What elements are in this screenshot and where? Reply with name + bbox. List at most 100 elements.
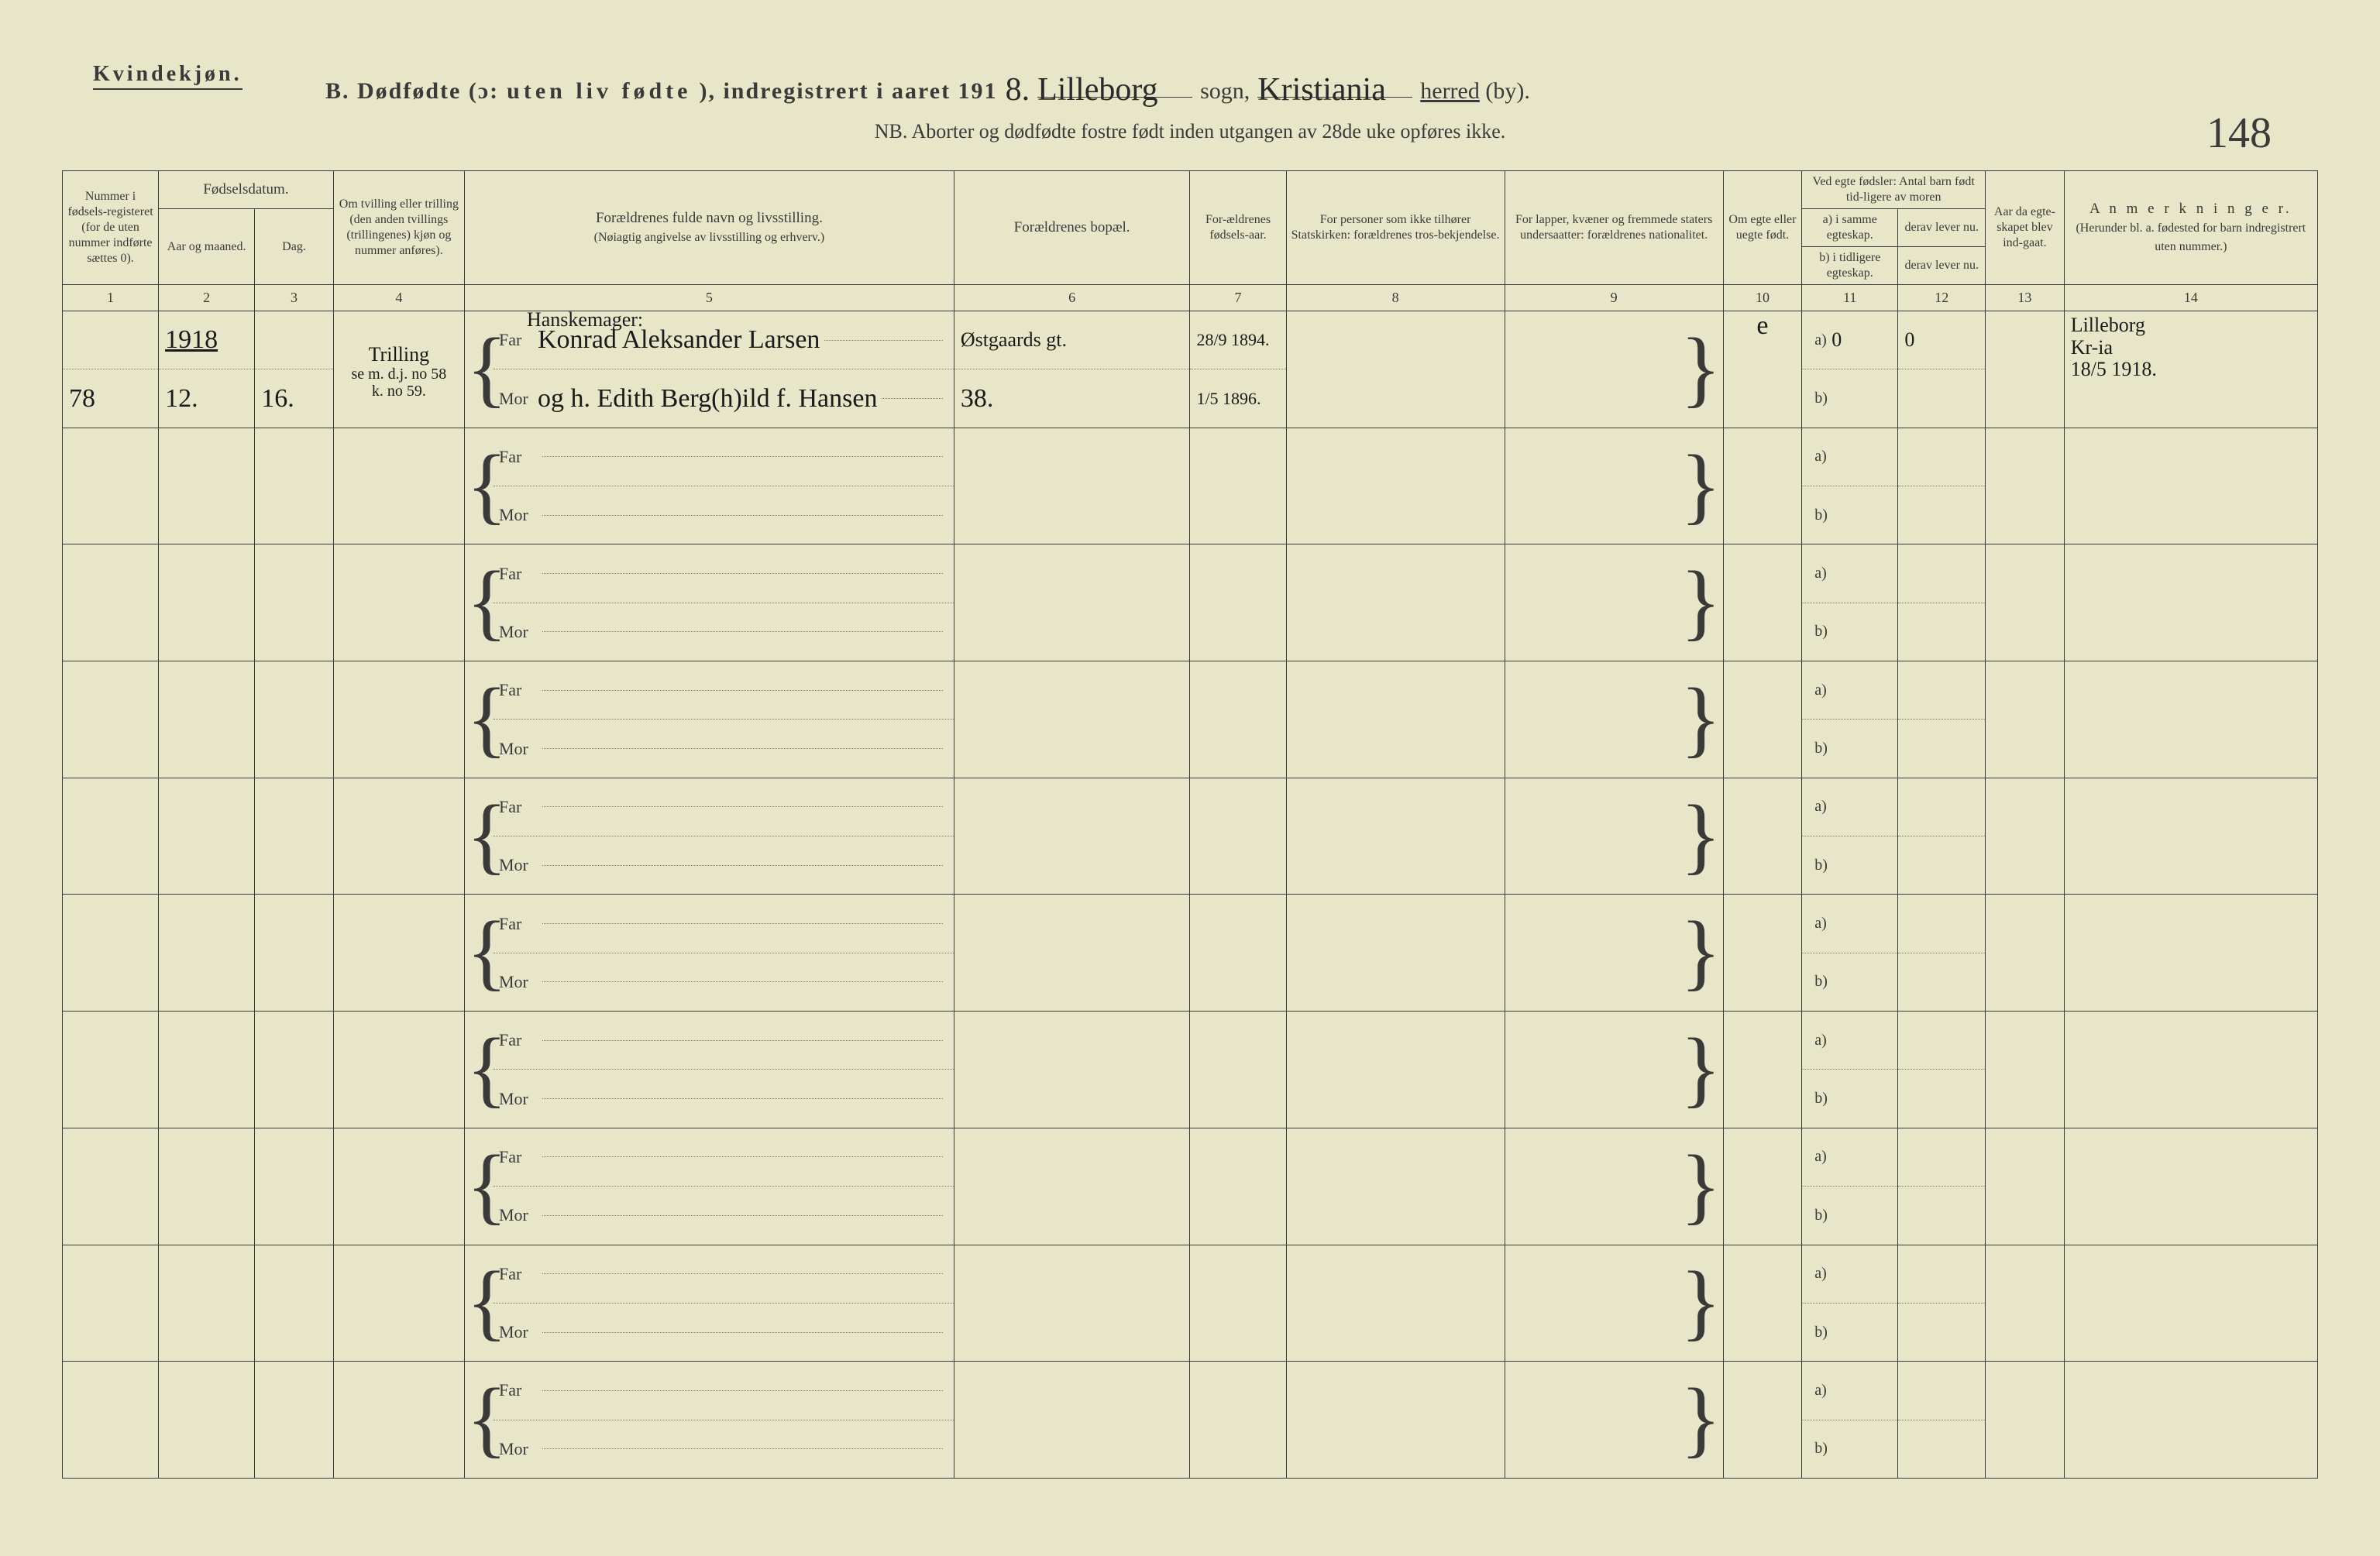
bopael-top: Østgaards gt. xyxy=(961,328,1067,352)
cell-8 xyxy=(1286,1012,1505,1128)
cell-egte xyxy=(1723,895,1802,1012)
far-label: Far xyxy=(499,1147,538,1167)
cell-birthyear xyxy=(1190,778,1286,895)
brace-icon: } xyxy=(1680,441,1721,527)
cell-bopael xyxy=(954,895,1190,1012)
cell-yearmonth xyxy=(159,661,255,778)
col-7-header: For-ældrenes fødsels-aar. xyxy=(1190,171,1286,285)
col-5-sub: (Nøiagtig angivelse av livsstilling og e… xyxy=(594,231,825,244)
colnum: 12 xyxy=(1898,285,1986,311)
cell-num xyxy=(63,544,159,661)
header-row-1: Nummer i fødsels-registeret (for de uten… xyxy=(63,171,2318,209)
mor-label: Mor xyxy=(499,1322,538,1342)
cell-num xyxy=(63,1128,159,1245)
cell-yearmonth xyxy=(159,1012,255,1128)
far-label: Far xyxy=(499,680,538,700)
cell-13 xyxy=(1986,428,2065,544)
far-label: Far xyxy=(499,330,538,350)
entry-year: 1918 xyxy=(165,325,218,355)
cell-parents: { Far Mor xyxy=(464,661,954,778)
cell-9: } xyxy=(1505,544,1723,661)
cell-num xyxy=(63,1012,159,1128)
cell-birthyear xyxy=(1190,895,1286,1012)
egte-val: e xyxy=(1756,311,1768,340)
cell-twin xyxy=(333,428,464,544)
a-label: a) xyxy=(1808,331,1831,349)
colnum: 14 xyxy=(2064,285,2317,311)
col-6-header: Forældrenes bopæl. xyxy=(954,171,1190,285)
anm-top: Lilleborg xyxy=(2071,314,2145,337)
cell-8 xyxy=(1286,661,1505,778)
far-name: Konrad Aleksander Larsen xyxy=(538,325,820,355)
cell-yearmonth xyxy=(159,1245,255,1362)
mor-label: Mor xyxy=(499,1205,538,1225)
cell-8 xyxy=(1286,1128,1505,1245)
b-label: b) xyxy=(1808,740,1831,757)
col-9-header: For lapper, kvæner og fremmede staters u… xyxy=(1505,171,1723,285)
cell-9: } xyxy=(1505,778,1723,895)
mor-birth: 1/5 1896. xyxy=(1196,389,1261,409)
colnum: 2 xyxy=(159,285,255,311)
table-row: { Far Mor } a)b) xyxy=(63,661,2318,778)
cell-parents: { Hanskemager: FarKonrad Aleksander Lars… xyxy=(464,311,954,428)
cell-day xyxy=(255,1362,334,1479)
anm-mid: Kr-ia xyxy=(2071,337,2113,359)
cell-11: a)b) xyxy=(1802,1128,1898,1245)
far-label: Far xyxy=(499,797,538,817)
table-row: 78 191812. 16. Trilling se m. d.j. no 58… xyxy=(63,311,2318,428)
cell-twin xyxy=(333,544,464,661)
cell-day xyxy=(255,428,334,544)
brace-icon: } xyxy=(1680,1259,1721,1344)
col-10-header: Om egte eller uegte født. xyxy=(1723,171,1802,285)
register-table: Nummer i fødsels-registeret (for de uten… xyxy=(62,170,2318,1479)
twin-top: Trilling xyxy=(369,344,430,366)
nb-line: NB. Aborter og dødfødte fostre født inde… xyxy=(62,120,2318,143)
brace-icon: } xyxy=(1680,1376,1721,1461)
cell-parents: { Far Mor xyxy=(464,544,954,661)
far-label: Far xyxy=(499,1380,538,1400)
cell-egte: e xyxy=(1723,311,1802,428)
cell-9: } xyxy=(1505,311,1723,428)
cell-birthyear xyxy=(1190,544,1286,661)
cell-12 xyxy=(1898,778,1986,895)
cell-8 xyxy=(1286,895,1505,1012)
cell-birthyear xyxy=(1190,1128,1286,1245)
cell-twin xyxy=(333,1012,464,1128)
colnum: 11 xyxy=(1802,285,1898,311)
colnum: 1 xyxy=(63,285,159,311)
mor-label: Mor xyxy=(499,1089,538,1109)
col-5-top: Forældrenes fulde navn og livsstilling. xyxy=(596,210,823,226)
year-suffix: 8. xyxy=(1006,71,1030,108)
brace-icon: } xyxy=(1680,1142,1721,1227)
cell-11: a)b) xyxy=(1802,1245,1898,1362)
herred-value: Kristiania xyxy=(1257,72,1386,108)
cell-anm: Lilleborg Kr-ia 18/5 1918. xyxy=(2064,311,2317,428)
cell-twin xyxy=(333,661,464,778)
mor-label: Mor xyxy=(499,622,538,642)
cell-yearmonth xyxy=(159,895,255,1012)
cell-8 xyxy=(1286,428,1505,544)
colnum: 9 xyxy=(1505,285,1723,311)
entry-month: 12. xyxy=(165,384,198,414)
cell-twin: Trilling se m. d.j. no 58 k. no 59. xyxy=(333,311,464,428)
b-label: b) xyxy=(1808,390,1831,407)
cell-12: 0 xyxy=(1898,311,1986,428)
brace-icon: } xyxy=(1680,909,1721,994)
title-prefix: B. Dødfødte (ɔ: xyxy=(325,78,499,105)
col-14-top: A n m e r k n i n g e r. xyxy=(2089,201,2292,217)
anm-date: 18/5 1918. xyxy=(2071,359,2157,381)
colnum-row: 1 2 3 4 5 6 7 8 9 10 11 12 13 14 xyxy=(63,285,2318,311)
cell-12 xyxy=(1898,1362,1986,1479)
brace-icon: } xyxy=(1680,558,1721,644)
cell-day xyxy=(255,1012,334,1128)
b-label: b) xyxy=(1808,1440,1831,1458)
mor-label: Mor xyxy=(499,389,538,409)
cell-parents: { Far Mor xyxy=(464,895,954,1012)
cell-egte xyxy=(1723,1128,1802,1245)
cell-8 xyxy=(1286,1362,1505,1479)
cell-11: a)b) xyxy=(1802,661,1898,778)
c12a-val: 0 xyxy=(1904,328,1914,352)
b-label: b) xyxy=(1808,973,1831,991)
col-14-header: A n m e r k n i n g e r. (Herunder bl. a… xyxy=(2064,171,2317,285)
a-label: a) xyxy=(1808,1382,1831,1400)
